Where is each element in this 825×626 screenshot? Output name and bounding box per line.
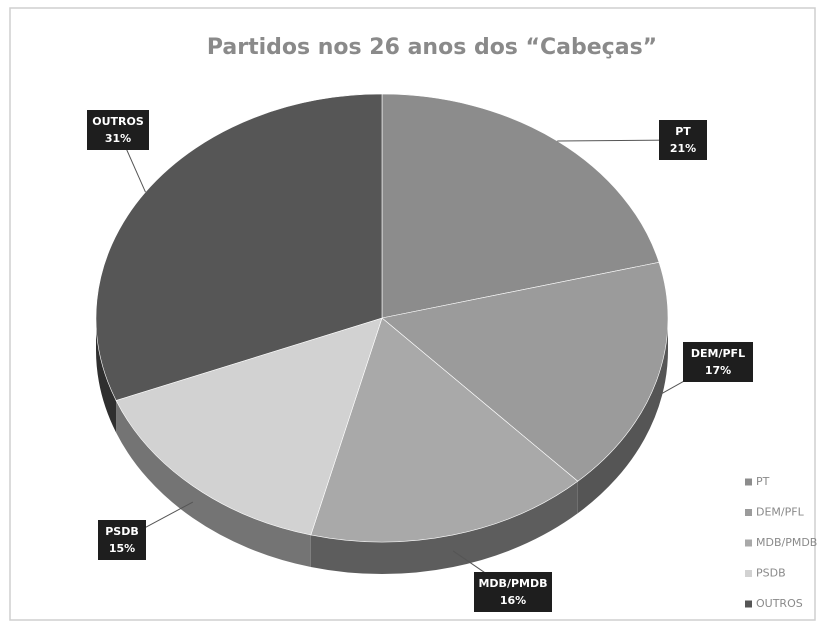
data-label-value: 31% [105, 132, 131, 145]
legend-swatch [745, 539, 752, 547]
data-label-name: OUTROS [92, 115, 144, 128]
data-label-value: 15% [109, 542, 135, 555]
data-label-box [474, 572, 552, 612]
data-label-box [683, 342, 753, 382]
data-label-name: MDB/PMDB [478, 577, 547, 590]
legend-label: MDB/PMDB [756, 536, 817, 549]
pie-slice [381, 93, 660, 319]
legend-swatch [745, 570, 752, 577]
data-label-name: PT [675, 125, 691, 138]
legend-swatch [745, 600, 752, 608]
legend-label: PSDB [756, 567, 786, 580]
data-label-value: 21% [670, 142, 696, 155]
data-label-box [659, 120, 707, 160]
pie-slice-side [577, 318, 668, 514]
legend-swatch [745, 509, 752, 516]
data-label-value: 16% [500, 594, 526, 607]
legend-swatch [745, 478, 752, 486]
pie-slice [310, 317, 579, 543]
data-label-box [98, 520, 146, 560]
legend-label: PT [756, 475, 770, 488]
data-label-value: 17% [705, 364, 731, 377]
pie-slice [115, 317, 383, 536]
legend-label: OUTROS [756, 597, 803, 610]
data-label-name: DEM/PFL [691, 347, 745, 360]
pie-slice [381, 261, 669, 482]
pie-slice-side [310, 481, 578, 574]
data-label-box [87, 110, 149, 150]
pie-slice-side [96, 318, 117, 433]
pie-slice [95, 93, 383, 401]
chart-title: Partidos nos 26 anos dos “Cabeças” [207, 35, 657, 60]
legend-label: DEM/PFL [756, 506, 805, 519]
data-label-name: PSDB [105, 525, 139, 538]
pie-slice-side [116, 400, 311, 567]
